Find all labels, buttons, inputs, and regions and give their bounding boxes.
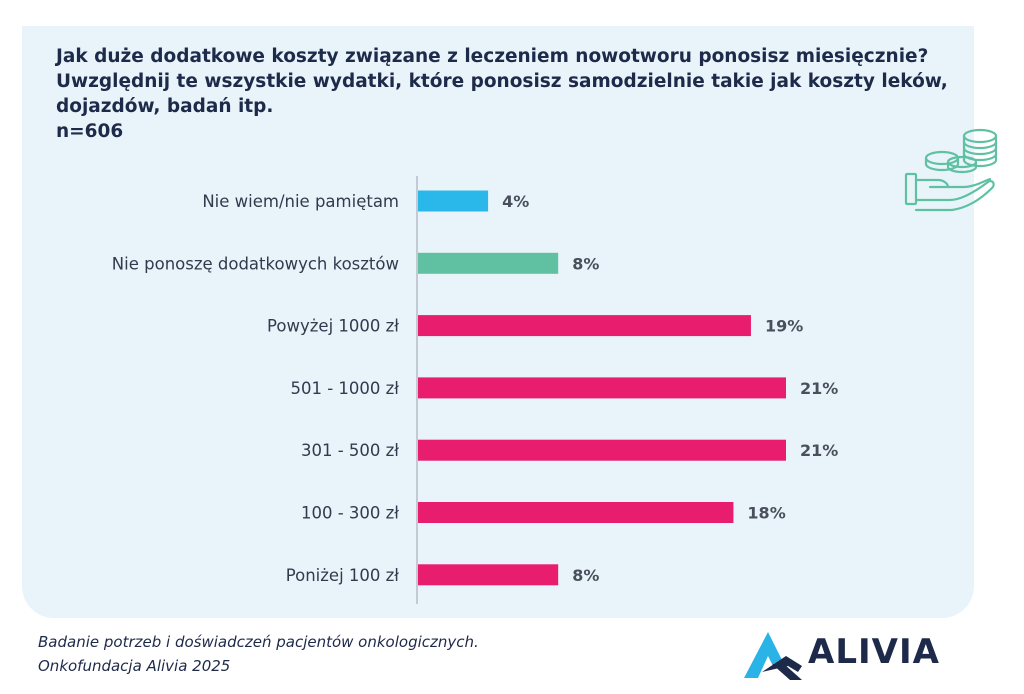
bar xyxy=(418,564,559,586)
alivia-logo-icon xyxy=(744,632,802,680)
value-label: 8% xyxy=(572,254,599,273)
value-label: 8% xyxy=(572,566,599,585)
bar xyxy=(418,377,786,399)
value-label: 19% xyxy=(765,317,803,336)
category-label: Powyżej 1000 zł xyxy=(267,317,399,336)
value-label: 18% xyxy=(747,504,785,523)
value-label: 21% xyxy=(800,441,838,460)
bar xyxy=(418,502,734,523)
value-label: 21% xyxy=(800,379,838,398)
source-line-2: Onkofundacja Alivia 2025 xyxy=(38,657,231,675)
category-label: 301 - 500 zł xyxy=(301,441,399,460)
hand-with-coins-icon xyxy=(904,128,998,212)
bars-group: Nie wiem/nie pamiętam 4% Nie ponoszę dodat… xyxy=(112,190,838,586)
sample-size: n=606 xyxy=(56,121,124,142)
question-line-3: dojazdów, badań itp. xyxy=(56,96,274,117)
category-label: 501 - 1000 zł xyxy=(290,379,399,398)
category-label: Poniżej 100 zł xyxy=(286,566,400,585)
bar xyxy=(418,252,559,274)
source-note: Badanie potrzeb i doświadczeń pacjentów … xyxy=(38,630,479,678)
question-line-1: Jak duże dodatkowe koszty związane z lec… xyxy=(56,46,929,67)
bar xyxy=(418,190,489,212)
question-line-2: Uwzględnij te wszystkie wydatki, które p… xyxy=(56,71,948,92)
bar xyxy=(418,315,751,337)
category-label: Nie ponoszę dodatkowych kosztów xyxy=(112,254,399,273)
value-label: 4% xyxy=(502,192,529,211)
logo-wordmark: ALIVIA xyxy=(808,632,940,672)
category-label: 100 - 300 zł xyxy=(301,504,399,523)
bar xyxy=(418,439,786,461)
source-line-1: Badanie potrzeb i doświadczeń pacjentów … xyxy=(38,633,479,651)
survey-question: Jak duże dodatkowe koszty związane z lec… xyxy=(56,44,956,144)
category-label: Nie wiem/nie pamiętam xyxy=(202,192,399,211)
